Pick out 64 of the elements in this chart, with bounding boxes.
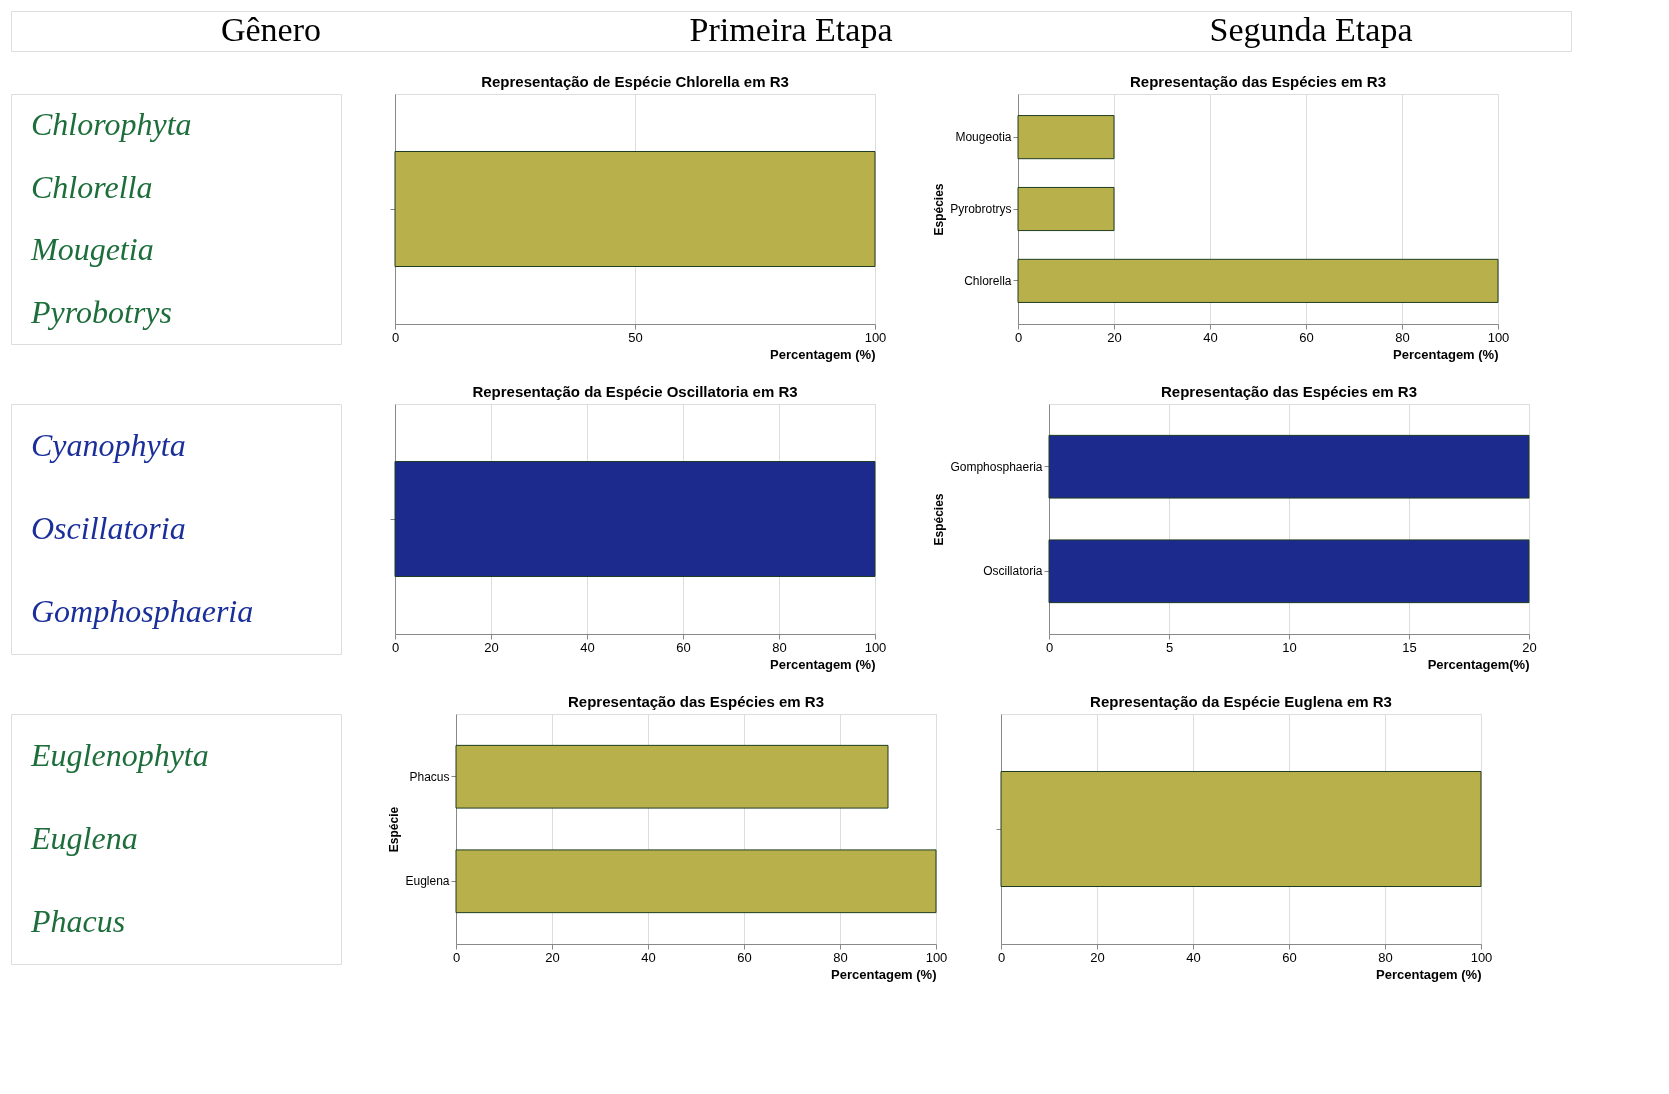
x-tick-label: 0 <box>452 949 461 965</box>
text: Euglena <box>30 820 138 856</box>
x-tick-label: 20 <box>545 949 560 965</box>
x-tick-label: 15 <box>1402 639 1417 655</box>
x-axis-title: Percentagem (%) <box>770 346 876 362</box>
x-tick-label: 0 <box>1014 329 1023 345</box>
x-tick-label: 20 <box>1107 329 1122 345</box>
x-tick-label: 60 <box>737 949 752 965</box>
x-tick-label: 80 <box>1395 329 1410 345</box>
x-axis-title: Percentagem(%) <box>1427 656 1530 672</box>
x-tick-label: 100 <box>864 639 887 655</box>
y-axis-title: Espécie <box>387 806 402 853</box>
x-tick-label: 100 <box>1470 949 1493 965</box>
y-tick-label: Chlorella <box>964 273 1012 288</box>
text: Chlorophyta <box>31 106 192 143</box>
y-tick-label: Gomphosphaeria <box>950 459 1043 474</box>
text: Mougetia <box>30 231 154 268</box>
x-tick-label: 0 <box>1045 639 1054 655</box>
chart-title: Representação das Espécies em R3 <box>568 693 824 710</box>
y-tick-label: Pyrobrotrys <box>950 202 1012 216</box>
x-tick-label: 40 <box>580 639 595 655</box>
chart-title: Representação das Espécies em R3 <box>1161 383 1417 400</box>
x-tick-label: 5 <box>1165 639 1174 655</box>
x-tick-label: 60 <box>1282 949 1297 965</box>
x-tick-label: 100 <box>1487 329 1510 345</box>
text: Chlorella <box>31 168 153 205</box>
y-tick-label: Mougeotia <box>955 130 1012 145</box>
x-axis-title: Percentagem (%) <box>770 656 876 672</box>
text: Segunda Etapa <box>1209 11 1413 48</box>
x-axis-title: Percentagem (%) <box>1393 346 1499 362</box>
x-tick-label: 0 <box>391 329 400 345</box>
text: Primeira Etapa <box>689 11 893 48</box>
text: Euglenophyta <box>30 736 209 773</box>
chart-title: Representação da Espécie Oscillatoria em R3 <box>472 383 798 400</box>
x-tick-label: 100 <box>864 329 887 345</box>
x-tick-label: 0 <box>391 639 400 655</box>
x-tick-label: 50 <box>628 329 643 345</box>
x-tick-label: 80 <box>772 639 787 655</box>
chart-title: Representação das Espécies em R3 <box>1130 73 1386 90</box>
x-tick-label: 20 <box>484 639 499 655</box>
x-axis-title: Percentagem (%) <box>1376 966 1482 982</box>
x-tick-label: 10 <box>1282 639 1297 655</box>
text: Gênero <box>220 11 322 48</box>
x-tick-label: 20 <box>1090 949 1105 965</box>
text: Cyanophyta <box>31 426 186 463</box>
x-tick-label: 60 <box>676 639 691 655</box>
chart-title: Representação da Espécie Euglena em R3 <box>1090 693 1392 710</box>
text: Pyrobotrys <box>30 293 173 330</box>
x-tick-label: 40 <box>641 949 656 965</box>
x-tick-label: 100 <box>925 949 948 965</box>
x-tick-label: 0 <box>997 949 1006 965</box>
x-tick-label: 40 <box>1203 329 1218 345</box>
x-axis-title: Percentagem (%) <box>831 966 937 982</box>
x-tick-label: 60 <box>1299 329 1314 345</box>
y-axis-title: Espécies <box>932 493 947 546</box>
text: Gomphosphaeria <box>31 593 254 630</box>
x-tick-label: 20 <box>1522 639 1537 655</box>
x-tick-label: 80 <box>1378 949 1393 965</box>
text: Oscillatoria <box>31 510 186 546</box>
x-tick-label: 80 <box>833 949 848 965</box>
text: Phacus <box>30 903 126 940</box>
chart-title: Representação de Espécie Chlorella em R3 <box>481 73 789 90</box>
y-axis-title: Espécies <box>932 183 947 236</box>
x-tick-label: 40 <box>1186 949 1201 965</box>
